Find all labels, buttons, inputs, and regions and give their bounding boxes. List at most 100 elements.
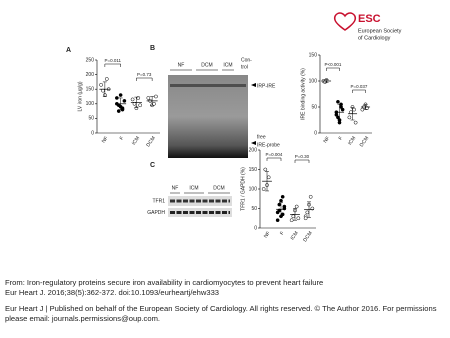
gel-image	[168, 75, 248, 158]
band-label: IRE-probe	[257, 142, 280, 148]
lane-label: DCM	[213, 185, 224, 191]
y-tick-label: 0	[314, 130, 317, 136]
error-bar	[150, 96, 155, 106]
caption-citation: Eur Heart J. 2016;38(5):362-372. doi:10.…	[5, 288, 219, 297]
y-tick-label: 0	[254, 225, 257, 231]
error-bar	[102, 81, 107, 97]
y-tick-label: 200	[86, 72, 95, 78]
error-bar	[134, 96, 139, 108]
logo-heart	[333, 12, 357, 31]
y-tick-label: 200	[249, 147, 258, 153]
data-point	[114, 96, 119, 100]
x-tick-label: NF	[101, 135, 110, 144]
y-tick-label: 50	[311, 104, 317, 110]
bracket	[136, 77, 153, 81]
data-point	[99, 82, 103, 87]
annotation: P=0.73	[137, 72, 152, 77]
arrow	[251, 83, 256, 87]
x-tick-label: F	[338, 135, 345, 141]
error-bar	[293, 208, 297, 221]
logo-name: European Society	[358, 28, 402, 34]
x-tick-label: DCM	[359, 135, 370, 148]
data-point	[277, 202, 282, 207]
error-bar	[118, 97, 123, 110]
data-point	[104, 77, 109, 81]
y-tick-label: 150	[86, 87, 95, 93]
data-point	[266, 175, 271, 180]
y-axis-label: IRE binding activity (%)	[300, 68, 306, 120]
annotation: P=0.037	[351, 84, 368, 89]
lane-label: ICM	[189, 185, 198, 191]
data-point	[261, 187, 266, 191]
blot: NF ICM DCM TFR1 GAPDH	[147, 185, 232, 217]
x-tick-label: ICM	[347, 135, 357, 146]
y-tick-label: 50	[88, 116, 94, 122]
logo-abbr: ESC	[358, 13, 381, 25]
logo: ESC European Society of Cardiology	[333, 12, 402, 41]
annotation: P=0.004	[266, 152, 283, 157]
error-bar	[307, 201, 311, 218]
data-point	[130, 97, 135, 102]
x-tick-label: F	[119, 135, 126, 141]
error-bar	[350, 107, 355, 121]
error-bar	[324, 79, 329, 83]
data-point	[282, 204, 287, 209]
y-tick-label: 100	[309, 78, 318, 84]
bracket	[104, 63, 121, 67]
data-point	[347, 115, 352, 120]
y-axis-label: LV iron (µg/g)	[77, 81, 83, 111]
data-point	[303, 216, 308, 221]
data-point	[340, 107, 345, 112]
lane-label: Con-	[241, 57, 252, 63]
y-tick-label: 100	[249, 186, 258, 192]
data-point	[275, 218, 280, 223]
y-tick-label: 150	[309, 52, 318, 58]
data-point	[152, 101, 156, 106]
data-point	[120, 106, 125, 111]
data-point	[296, 216, 301, 221]
bracket	[326, 67, 340, 71]
data-point	[305, 210, 310, 215]
data-point	[291, 214, 296, 219]
arrow	[251, 141, 256, 145]
data-point	[349, 110, 353, 115]
caption-rights: please email: journals.permissions@oup.c…	[5, 314, 160, 323]
x-tick-label: F	[279, 230, 286, 236]
lane-label: ICM	[223, 62, 232, 68]
data-point	[308, 194, 313, 199]
data-point	[146, 96, 151, 100]
annotation: P=0.011	[104, 58, 121, 63]
data-point	[118, 93, 123, 97]
data-point	[280, 212, 285, 217]
logo-name: of Cardiology	[358, 35, 391, 41]
annotation: P=0.30	[295, 154, 310, 159]
y-tick-label: 0	[91, 130, 94, 136]
error-bar	[279, 202, 283, 217]
panel-label: B	[150, 45, 155, 52]
data-point	[336, 99, 340, 104]
data-point	[116, 109, 121, 113]
lane-label: trol	[241, 64, 248, 70]
data-point	[289, 218, 294, 223]
lane-label: NF	[178, 62, 185, 68]
lane-label: DCM	[201, 62, 212, 68]
lane-label: NF	[172, 185, 179, 191]
data-point	[294, 204, 299, 209]
row-label: GAPDH	[147, 210, 165, 216]
data-point	[279, 198, 283, 203]
x-tick-label: ICM	[131, 135, 141, 146]
data-point	[122, 99, 127, 103]
x-tick-label: ICM	[290, 230, 300, 241]
y-axis-label: TFR1 / GAPDH (%)	[240, 167, 246, 211]
gel-band	[170, 84, 246, 87]
band-label: free	[257, 134, 266, 140]
bracket	[294, 159, 310, 163]
band-label: IRP-IRE	[257, 83, 276, 89]
x-tick-label: DCM	[302, 230, 313, 243]
annotation: P<0.001	[325, 62, 342, 67]
data-point	[154, 94, 158, 99]
data-point	[138, 103, 143, 108]
data-point	[280, 194, 285, 199]
x-tick-label: DCM	[145, 135, 156, 148]
